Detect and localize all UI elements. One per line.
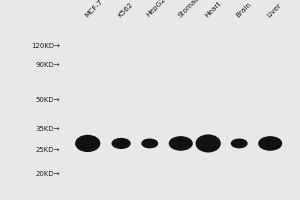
Text: Heart: Heart (204, 0, 223, 18)
Ellipse shape (196, 135, 220, 152)
Text: Stomach: Stomach (176, 0, 203, 18)
Ellipse shape (76, 136, 100, 151)
Text: 90KD→: 90KD→ (36, 62, 60, 68)
Text: Brain: Brain (235, 1, 253, 18)
Ellipse shape (231, 139, 247, 148)
Ellipse shape (259, 137, 281, 150)
Text: 25KD→: 25KD→ (36, 147, 60, 153)
Text: MCF-7: MCF-7 (83, 0, 104, 18)
Ellipse shape (169, 137, 192, 150)
Text: 50KD→: 50KD→ (36, 97, 60, 103)
Text: 20KD→: 20KD→ (36, 171, 60, 177)
Text: 120KD→: 120KD→ (31, 43, 60, 49)
Text: HepG2: HepG2 (146, 0, 167, 18)
Ellipse shape (112, 139, 130, 148)
Text: K562: K562 (117, 1, 134, 18)
Ellipse shape (142, 139, 158, 148)
Text: 35KD→: 35KD→ (36, 126, 60, 132)
Text: Liver: Liver (266, 2, 283, 18)
